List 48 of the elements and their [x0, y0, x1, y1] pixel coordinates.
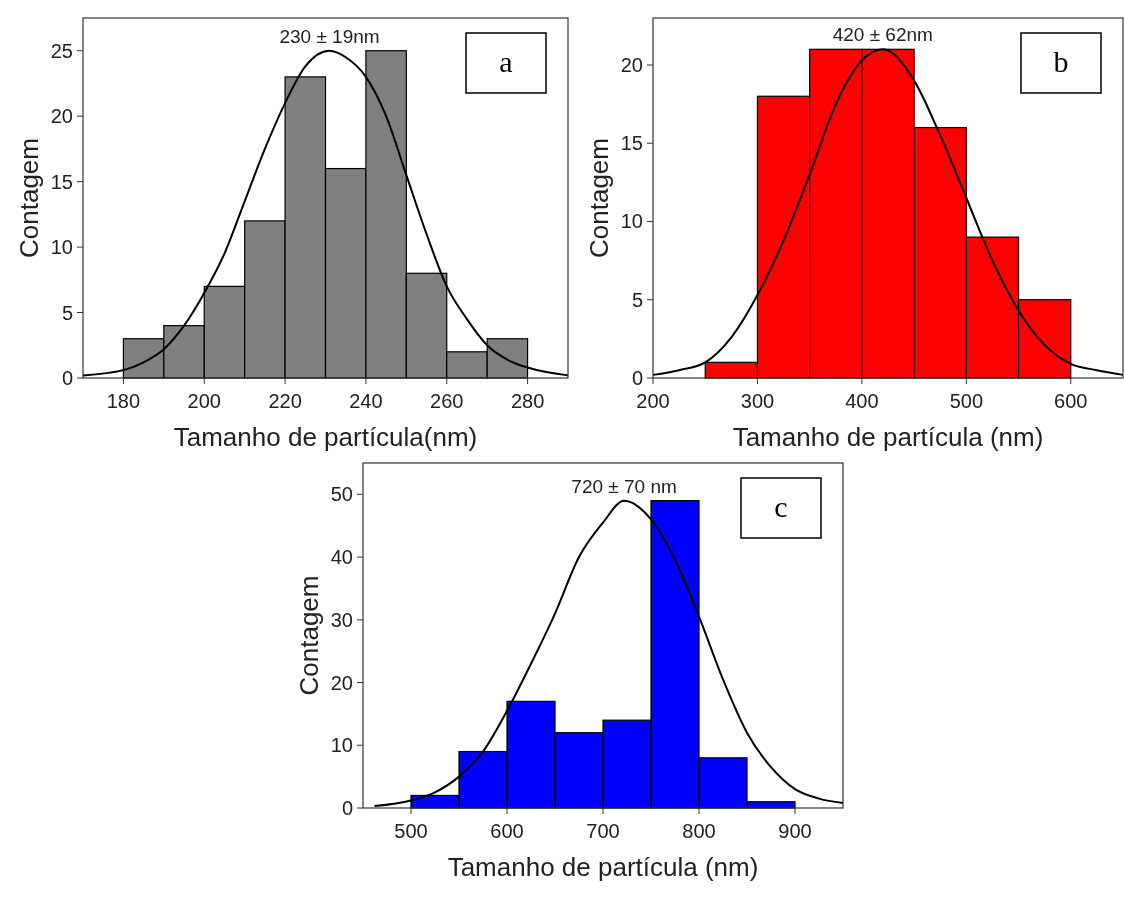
- y-tick-label: 0: [61, 367, 73, 389]
- x-tick-label: 600: [1054, 390, 1088, 412]
- y-tick-label: 15: [50, 170, 73, 193]
- x-tick-label: 300: [740, 390, 775, 412]
- x-tick-label: 600: [490, 820, 524, 842]
- x-tick-label: 240: [349, 390, 383, 412]
- x-tick-label: 900: [778, 820, 812, 842]
- y-axis-title: Contagem: [14, 138, 44, 258]
- line-series: [652, 48, 1124, 376]
- y-tick-label: 40: [330, 546, 353, 569]
- y-tick-label: 20: [330, 671, 353, 694]
- annotation: c: [774, 490, 788, 523]
- y-tick-label: 25: [50, 39, 73, 62]
- annotation: 420 ± 62nm: [832, 24, 933, 46]
- y-tick-label: 0: [631, 367, 643, 389]
- x-axis-title: Tamanho de partícula (nm): [447, 852, 759, 882]
- x-tick-label: 200: [636, 390, 670, 412]
- y-tick-label: 10: [620, 210, 643, 233]
- x-axis-title: Tamanho de partícula(nm): [173, 422, 478, 452]
- x-tick-label: 200: [187, 390, 221, 412]
- y-axis-title: Contagem: [294, 575, 324, 696]
- y-tick-label: 5: [631, 288, 643, 311]
- y-tick-label: 50: [330, 483, 353, 506]
- line-series: [82, 49, 569, 377]
- x-tick-label: 220: [268, 390, 302, 412]
- x-tick-label: 800: [682, 820, 716, 842]
- y-tick-label: 20: [50, 105, 73, 128]
- line-series: [373, 499, 844, 808]
- y-axis-title: Contagem: [584, 138, 614, 258]
- x-tick-label: 500: [394, 820, 428, 842]
- x-axis-title: Tamanho de partícula (nm): [732, 422, 1044, 452]
- y-tick-label: 5: [61, 301, 73, 324]
- x-tick-label: 400: [845, 390, 879, 412]
- x-tick-label: 280: [510, 390, 545, 412]
- annotation: a: [499, 45, 513, 78]
- annotation: 230 ± 19nm: [279, 25, 380, 47]
- x-tick-label: 260: [430, 390, 464, 412]
- annotation: 720 ± 70 nm: [571, 475, 677, 497]
- annotation: b: [1053, 45, 1069, 78]
- x-tick-label: 500: [949, 390, 984, 412]
- y-tick-label: 0: [341, 797, 353, 819]
- y-tick-label: 30: [330, 608, 353, 631]
- y-tick-label: 20: [620, 53, 643, 76]
- x-tick-label: 180: [106, 390, 141, 412]
- y-tick-label: 15: [620, 132, 643, 155]
- y-tick-label: 10: [50, 236, 73, 259]
- y-tick-label: 10: [330, 734, 353, 757]
- x-tick-label: 700: [586, 820, 620, 842]
